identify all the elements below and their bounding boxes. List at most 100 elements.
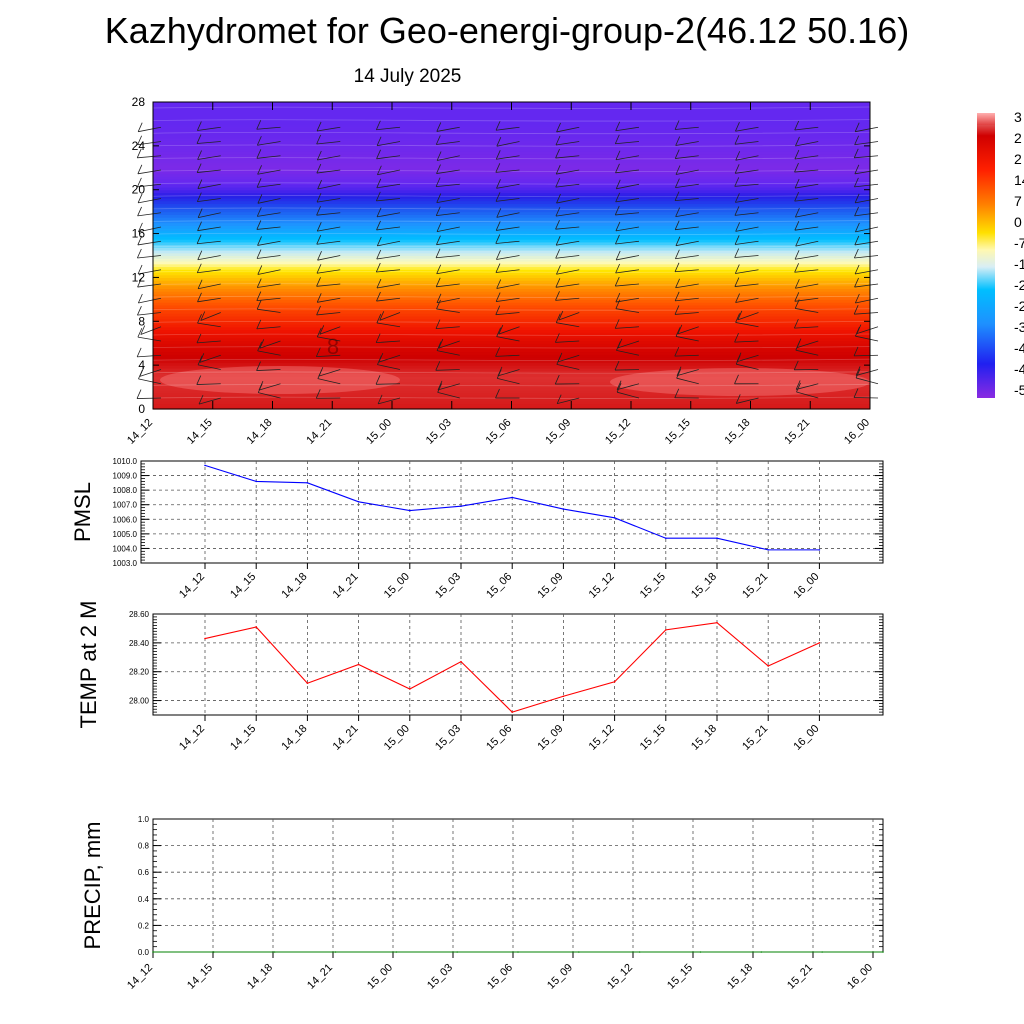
wind-barb [674, 198, 699, 202]
wind-barb [555, 340, 580, 343]
wind-barb [197, 269, 221, 274]
heatmap-band [153, 241, 870, 246]
wind-barb-flag [436, 264, 442, 274]
wind-barb [376, 155, 401, 160]
temp-panel-x-tick-label: 15_09 [535, 723, 565, 753]
wind-barb [197, 198, 221, 203]
temp-panel-y-tick-label: 28.60 [129, 610, 150, 619]
heatmap-band [153, 389, 870, 394]
precip-panel-x-tick-label: 15_06 [485, 962, 515, 992]
heatmap-band [153, 159, 870, 163]
wind-barb [316, 312, 341, 316]
pmsl-panel-data-point [562, 508, 565, 510]
wind-barb-flag [257, 165, 262, 175]
wind-barb-flag [614, 276, 620, 287]
chart-date: 14 July 2025 [353, 66, 462, 87]
wind-barb [138, 297, 162, 304]
precip-panel-x-tick-label: 15_12 [605, 962, 635, 992]
colorbar-label: 7 [1014, 193, 1022, 209]
wind-barb [137, 336, 162, 342]
wind-barb-flag [196, 375, 202, 385]
pmsl-panel-x-tick-label: 15_03 [433, 571, 463, 601]
wind-barb-flag [555, 206, 561, 217]
heatmap-band [153, 148, 870, 152]
heatmap-x-tick-label: 14_21 [304, 417, 334, 447]
wind-barb [675, 183, 699, 188]
colorbar-label: -2 [1014, 298, 1024, 314]
wind-barb [257, 269, 281, 275]
wind-barb-flag [257, 194, 263, 204]
heatmap-x-tick-label: 15_12 [603, 417, 633, 447]
colorbar: 3 2 2 14 7 0 -7 -1 -2 -2 -3 -4 -4 -5 [977, 109, 1024, 398]
wind-barb-flag [495, 234, 501, 244]
wind-barb-flag [615, 292, 621, 303]
wind-barb [675, 297, 699, 302]
wind-barb [675, 255, 699, 260]
temp-panel-x-tick-label: 16_00 [791, 723, 821, 753]
wind-barb [197, 322, 221, 328]
wind-barb-flag [137, 235, 143, 246]
wind-barb [615, 308, 640, 313]
wind-barb-flag [735, 151, 741, 161]
wind-barb-flag [615, 263, 620, 274]
wind-barb [436, 283, 460, 288]
heatmap-x-tick-label: 15_15 [663, 417, 693, 447]
wind-barb [137, 240, 162, 246]
wind-barb-flag [317, 179, 322, 190]
wind-barb [556, 198, 580, 204]
wind-barb-flag [196, 192, 202, 202]
colorbar-label: -5 [1014, 382, 1024, 398]
colorbar-label: 2 [1014, 130, 1022, 146]
heatmap-band [153, 129, 870, 133]
heatmap-band [153, 206, 870, 210]
heatmap-band [153, 239, 870, 243]
wind-barb [317, 155, 341, 161]
heatmap-band [153, 219, 870, 224]
wind-barb-flag [856, 324, 862, 334]
wind-barb-flag [315, 347, 321, 357]
colorbar-label: -4 [1014, 340, 1024, 356]
wind-barb-flag [495, 192, 501, 202]
wind-barb-flag [197, 313, 202, 324]
heatmap-y-tick-label: 16 [132, 227, 146, 241]
wind-barb [437, 392, 460, 399]
wind-barb [616, 350, 640, 356]
wind-barb [197, 226, 221, 232]
wind-barb-flag [437, 383, 443, 393]
heatmap-x-tick-label: 15_06 [484, 417, 514, 447]
wind-barb [675, 240, 699, 247]
wind-barb-flag [675, 165, 681, 175]
wind-barb-flag [137, 164, 143, 174]
wind-barb-flag [674, 388, 680, 398]
heatmap-band [153, 110, 870, 114]
wind-barb-flag [200, 311, 206, 321]
wind-barb [435, 326, 460, 330]
wind-barb-flag [379, 311, 385, 321]
wind-barb-flag [137, 306, 142, 316]
heatmap-band [153, 365, 870, 369]
wind-barb [137, 312, 162, 316]
precip-panel-data-point [578, 951, 580, 953]
wind-barb-flag [375, 191, 381, 202]
wind-barb [377, 141, 401, 147]
contour-line [152, 358, 871, 362]
heatmap-band [153, 195, 870, 199]
wind-barb [317, 183, 341, 190]
wind-barb [197, 364, 221, 370]
wind-barb [616, 391, 640, 399]
wind-barb [496, 255, 520, 260]
wind-barb [495, 126, 520, 131]
heatmap-band [153, 274, 870, 279]
precip-panel-data-point [821, 951, 823, 953]
contour-label: 8 [327, 334, 339, 359]
wind-barb-flag [376, 236, 382, 247]
wind-barb [616, 383, 640, 391]
colorbar-fill [977, 113, 995, 398]
wind-barb-flag [615, 179, 621, 189]
temp-panel-x-tick-label: 15_21 [740, 723, 770, 753]
contour-line [152, 232, 871, 235]
wind-barb [675, 226, 699, 231]
wind-barb-flag [795, 380, 801, 390]
contour-line [152, 384, 871, 387]
wind-barb-flag [256, 207, 262, 217]
